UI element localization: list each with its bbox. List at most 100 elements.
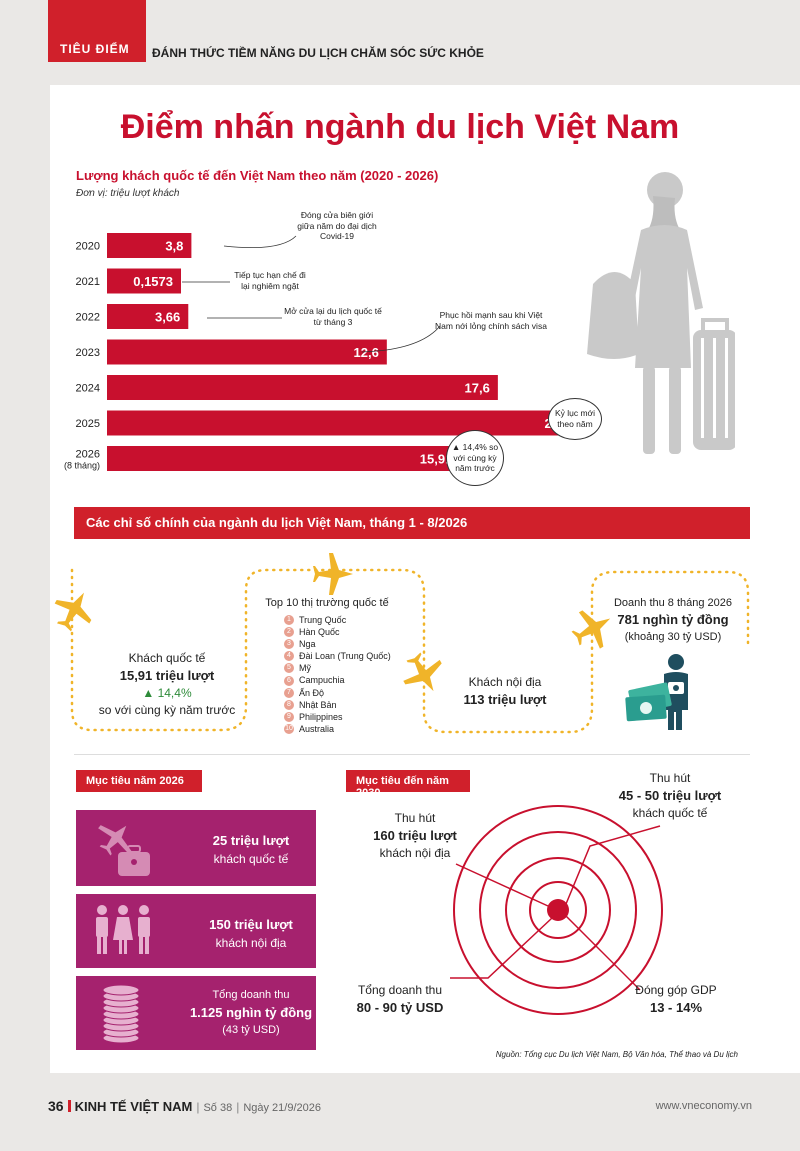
- market-rank: 1: [284, 615, 294, 626]
- source-note: Nguồn: Tổng cục Du lịch Việt Nam, Bộ Văn…: [495, 1050, 738, 1059]
- target-line-gdp: [565, 915, 641, 991]
- footer-left: 36 KINH TẾ VIỆT NAM | Số 38 | Ngày 21/9/2026: [48, 1098, 321, 1114]
- market-rank: 10: [284, 723, 294, 734]
- target-domestic: Thu hút 160 triệu lượt khách nội địa: [373, 811, 457, 860]
- annotation-2023: Phục hồi mạnh sau khi Việt Nam nới lỏng …: [435, 310, 547, 331]
- coin-stack-icon: [102, 984, 140, 1044]
- target-line-revenue: [450, 917, 553, 979]
- magazine-name: KINH TẾ VIỆT NAM: [74, 1099, 193, 1114]
- issue: Số 38: [203, 1102, 233, 1114]
- annotation-line-2020: [223, 235, 297, 248]
- target-diagram: [450, 805, 663, 1015]
- website-link[interactable]: www.vneconomy.vn: [655, 1100, 752, 1112]
- section-label: TIÊU ĐIỂM: [60, 42, 130, 56]
- year-label-2025: 2025: [76, 418, 100, 430]
- target-intl: Thu hút 45 - 50 triệu lượt khách quốc tế: [618, 771, 722, 820]
- market-name: Campuchia: [299, 675, 345, 686]
- page-number: 36: [48, 1098, 64, 1114]
- bar-2026: [107, 446, 461, 471]
- market-name: Hàn Quốc: [299, 627, 340, 638]
- kpi-revenue: Doanh thu 8 tháng 2026 781 nghìn tỷ đồng…: [613, 597, 733, 643]
- markets-title: Top 10 thị trường quốc tế: [265, 597, 389, 609]
- goals-2030-head: Mục tiêu đến năm 2030: [346, 770, 470, 799]
- kpi-banner: Các chỉ số chính của ngành du lịch Việt …: [74, 507, 750, 539]
- market-item: 4 Đài Loan (Trung Quốc): [284, 650, 391, 662]
- bar-value-label-2023: 12,6: [354, 345, 379, 360]
- chart-unit: Đơn vị: triệu lượt khách: [76, 188, 180, 199]
- market-rank: 8: [284, 699, 294, 710]
- market-item: 1 Trung Quốc: [284, 614, 391, 626]
- kpi-domestic: Khách nội địa 113 triệu lượt: [463, 675, 547, 707]
- section-title: ĐÁNH THỨC TIỀM NĂNG DU LỊCH CHĂM SÓC SỨC…: [152, 46, 484, 60]
- main-title: Điểm nhấn ngành du lịch Việt Nam: [120, 108, 680, 146]
- market-rank: 2: [284, 627, 294, 638]
- target-line-intl: [565, 825, 661, 905]
- people-icon: [96, 905, 150, 954]
- flight-path: [70, 568, 750, 734]
- airplane-icon-2: [313, 553, 353, 595]
- target-gdp: Đóng góp GDP 13 - 14%: [635, 983, 717, 1015]
- market-rank: 6: [284, 675, 294, 686]
- target-revenue: Tổng doanh thu 80 - 90 tỷ USD: [356, 983, 444, 1015]
- section-tag: TIÊU ĐIỂM: [48, 0, 146, 62]
- market-name: Ấn Độ: [299, 687, 325, 698]
- market-rank: 5: [284, 663, 294, 674]
- year-label-2023: 2023: [76, 347, 100, 359]
- plane-luggage-icon: [98, 825, 150, 876]
- tourist-money-icon: [625, 654, 688, 730]
- bar-2022: [107, 304, 189, 329]
- bar-value-label-2021: 0,1573: [133, 274, 173, 289]
- market-name: Đài Loan (Trung Quốc): [299, 651, 391, 662]
- year-label-2022: 2022: [76, 312, 100, 324]
- bar-2020: [107, 233, 192, 258]
- market-item: 9 Philippines: [284, 711, 391, 723]
- market-name: Nga: [299, 639, 316, 650]
- chart-title: Lượng khách quốc tế đến Việt Nam theo nă…: [76, 168, 439, 183]
- market-item: 6 Campuchia: [284, 674, 391, 686]
- market-name: Mỹ: [299, 663, 311, 674]
- market-rank: 4: [284, 651, 294, 662]
- airplane-icon-4: [571, 610, 611, 649]
- airplane-icon-3: [403, 652, 442, 692]
- market-item: 2 Hàn Quốc: [284, 626, 391, 638]
- year-sublabel-2026: (8 tháng): [64, 461, 100, 471]
- divider: [74, 754, 750, 755]
- target-line-domestic: [455, 863, 549, 907]
- market-item: 8 Nhật Bản: [284, 699, 391, 711]
- year-label-2020: 2020: [76, 241, 100, 253]
- bar-2023: [107, 339, 387, 365]
- goal-2026-domestic: 150 triệu lượt khách nội địa: [76, 894, 316, 968]
- annotation-2020: Đóng cửa biên giới giữa năm do đại dịch …: [297, 210, 377, 242]
- arrivals-bar-chart: 3,8 2020 0,1573 2021 3,66 2022 12,6 2023 17,6 202…: [64, 233, 578, 471]
- annotation-2025: Kỷ lục mới theo năm: [548, 398, 602, 440]
- year-label-2024: 2024: [76, 383, 100, 395]
- markets-list: 1 Trung Quốc 2 Hàn Quốc 3 Nga 4 Đài Loan (Trung…: [284, 614, 391, 735]
- issue-date: Ngày 21/9/2026: [243, 1102, 321, 1114]
- market-rank: 3: [284, 639, 294, 650]
- airplane-icon: [54, 592, 92, 632]
- annotation-2026: ▲ 14,4% so với cùng kỳ năm trước: [446, 430, 504, 486]
- market-item: 3 Nga: [284, 638, 391, 650]
- market-name: Philippines: [299, 711, 343, 722]
- goals-2026-head: Mục tiêu năm 2026: [76, 770, 202, 792]
- goal-2026-revenue: Tổng doanh thu 1.125 nghìn tỷ đồng (43 tỷ …: [76, 976, 316, 1050]
- bar-2024: [107, 375, 498, 400]
- market-rank: 9: [284, 711, 294, 722]
- market-rank: 7: [284, 687, 294, 698]
- traveler-silhouette-icon: [587, 172, 735, 454]
- year-label-2021: 2021: [76, 276, 100, 288]
- annotation-2021: Tiếp tục hạn chế đi lại nghiêm ngặt: [234, 270, 306, 291]
- annotation-line-2023: [361, 325, 441, 353]
- annotation-2022: Mở cửa lại du lịch quốc tế từ tháng 3: [284, 306, 382, 327]
- market-name: Nhật Bản: [299, 699, 337, 710]
- year-label-2026: 2026: [76, 449, 100, 461]
- market-name: Trung Quốc: [299, 615, 347, 625]
- kpi-intl: Khách quốc tế 15,91 triệu lượt ▲ 14,4% s…: [98, 651, 236, 717]
- market-name: Australia: [299, 723, 335, 734]
- goal-2026-intl: 25 triệu lượt khách quốc tế: [76, 810, 316, 886]
- market-item: 7 Ấn Độ: [284, 687, 391, 699]
- bar-value-label-2026: 15,91: [420, 452, 453, 467]
- bar-value-label-2022: 3,66: [155, 310, 180, 325]
- market-item: 10 Australia: [284, 723, 391, 735]
- market-item: 5 Mỹ: [284, 662, 391, 674]
